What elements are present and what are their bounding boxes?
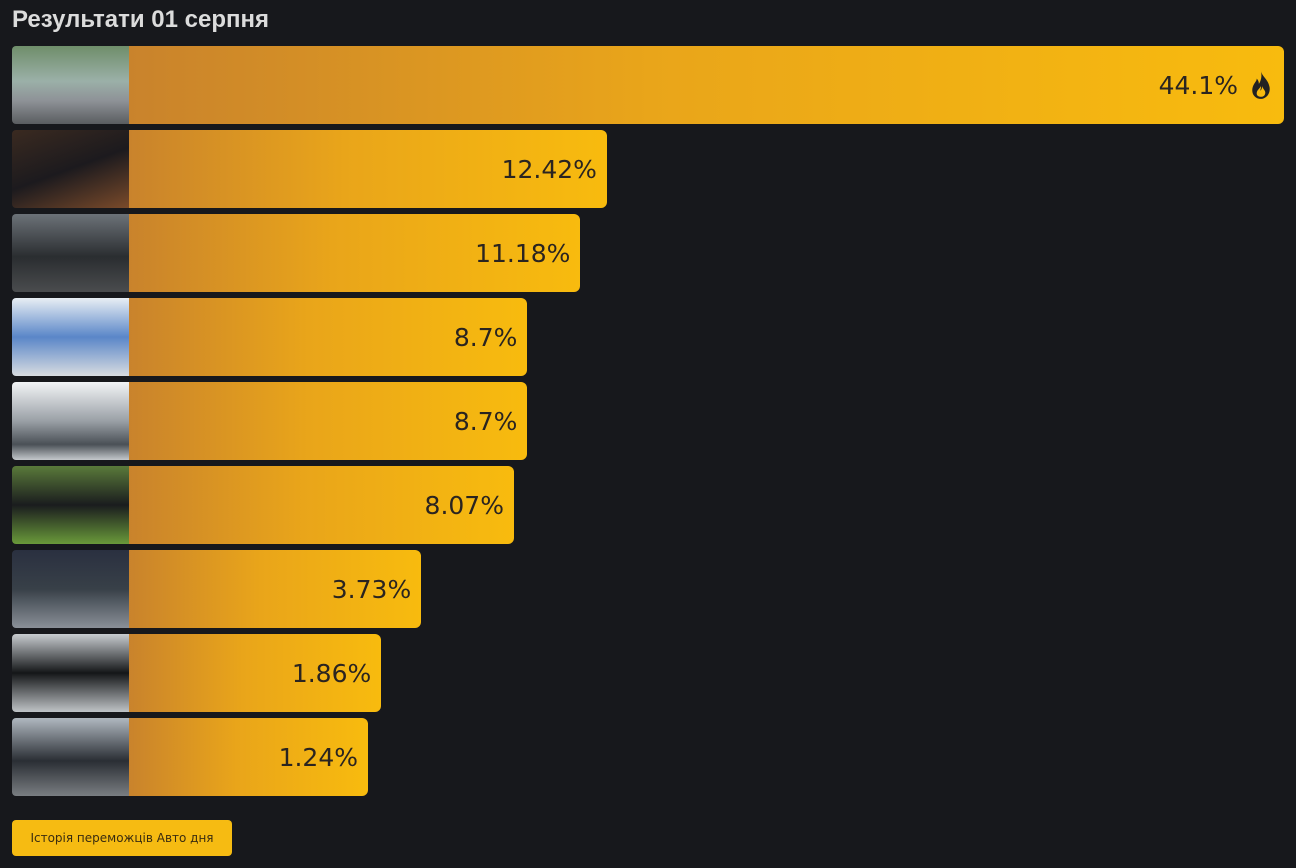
bar: 1.86% — [129, 634, 382, 712]
value-label: 44.1% — [1158, 70, 1238, 100]
result-row: 8.7% — [12, 298, 528, 376]
car-photo — [12, 466, 129, 544]
car-photo — [12, 298, 129, 376]
car-photo — [12, 214, 129, 292]
result-row: 11.18% — [12, 214, 581, 292]
title: Результати 01 серпня — [12, 6, 270, 33]
car-photo — [12, 550, 129, 628]
bar: 8.7% — [129, 298, 528, 376]
bar: 3.73% — [129, 550, 422, 628]
car-photo — [12, 718, 129, 796]
result-row: 1.86% — [12, 634, 382, 712]
result-row: 44.1% — [12, 46, 1284, 124]
result-row: 8.07% — [12, 466, 514, 544]
value-label: 8.07% — [424, 490, 504, 520]
value-label: 3.73% — [331, 574, 412, 604]
result-row: 12.42% — [12, 130, 607, 208]
result-row: 3.73% — [12, 550, 422, 628]
fire-icon — [1252, 71, 1270, 99]
car-photo — [12, 130, 129, 208]
car-photo — [12, 382, 129, 460]
bar: 8.07% — [129, 466, 514, 544]
bar: 44.1% — [129, 46, 1284, 124]
bar: 1.24% — [129, 718, 368, 796]
bar: 11.18% — [129, 214, 581, 292]
value-label: 1.86% — [291, 658, 372, 688]
result-row: 1.24% — [12, 718, 368, 796]
value-label: 1.24% — [278, 742, 358, 772]
history-button[interactable]: Історія переможців Авто дня — [12, 820, 232, 856]
bar: 12.42% — [129, 130, 607, 208]
value-label: 11.18% — [475, 238, 571, 268]
result-row: 8.7% — [12, 382, 528, 460]
value-label: 8.7% — [453, 406, 518, 436]
fire-shape — [1252, 71, 1270, 99]
value-label: 12.42% — [501, 154, 597, 184]
car-photo — [12, 634, 129, 712]
bar: 8.7% — [129, 382, 528, 460]
value-label: 8.7% — [453, 322, 518, 352]
car-photo — [12, 46, 129, 124]
